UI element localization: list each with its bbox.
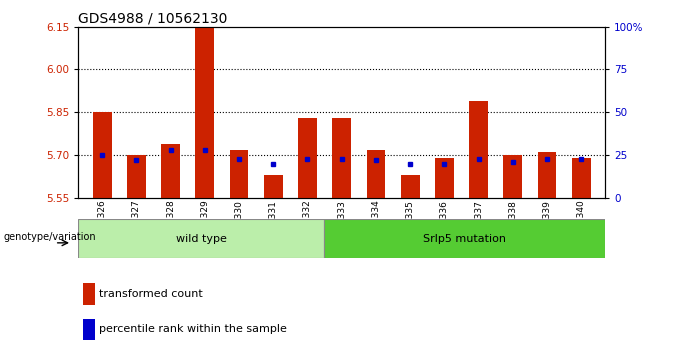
Text: GDS4988 / 10562130: GDS4988 / 10562130 — [78, 11, 228, 25]
Text: genotype/variation: genotype/variation — [4, 232, 97, 242]
Bar — [333, 118, 351, 198]
Text: Srlp5 mutation: Srlp5 mutation — [423, 234, 506, 244]
Bar — [435, 158, 454, 198]
Bar — [503, 155, 522, 198]
Bar — [230, 150, 248, 198]
Bar — [538, 153, 556, 198]
Bar — [84, 319, 95, 340]
Bar — [401, 175, 420, 198]
Bar — [127, 155, 146, 198]
Bar — [469, 101, 488, 198]
Bar — [78, 219, 324, 258]
Bar — [92, 112, 112, 198]
Bar — [195, 27, 214, 198]
Bar — [264, 175, 283, 198]
Bar — [298, 118, 317, 198]
Bar — [367, 150, 386, 198]
Text: wild type: wild type — [175, 234, 226, 244]
Text: transformed count: transformed count — [99, 289, 203, 299]
Bar — [572, 158, 591, 198]
Text: percentile rank within the sample: percentile rank within the sample — [99, 324, 287, 335]
Bar — [161, 144, 180, 198]
Bar — [324, 219, 605, 258]
Bar — [84, 284, 95, 305]
